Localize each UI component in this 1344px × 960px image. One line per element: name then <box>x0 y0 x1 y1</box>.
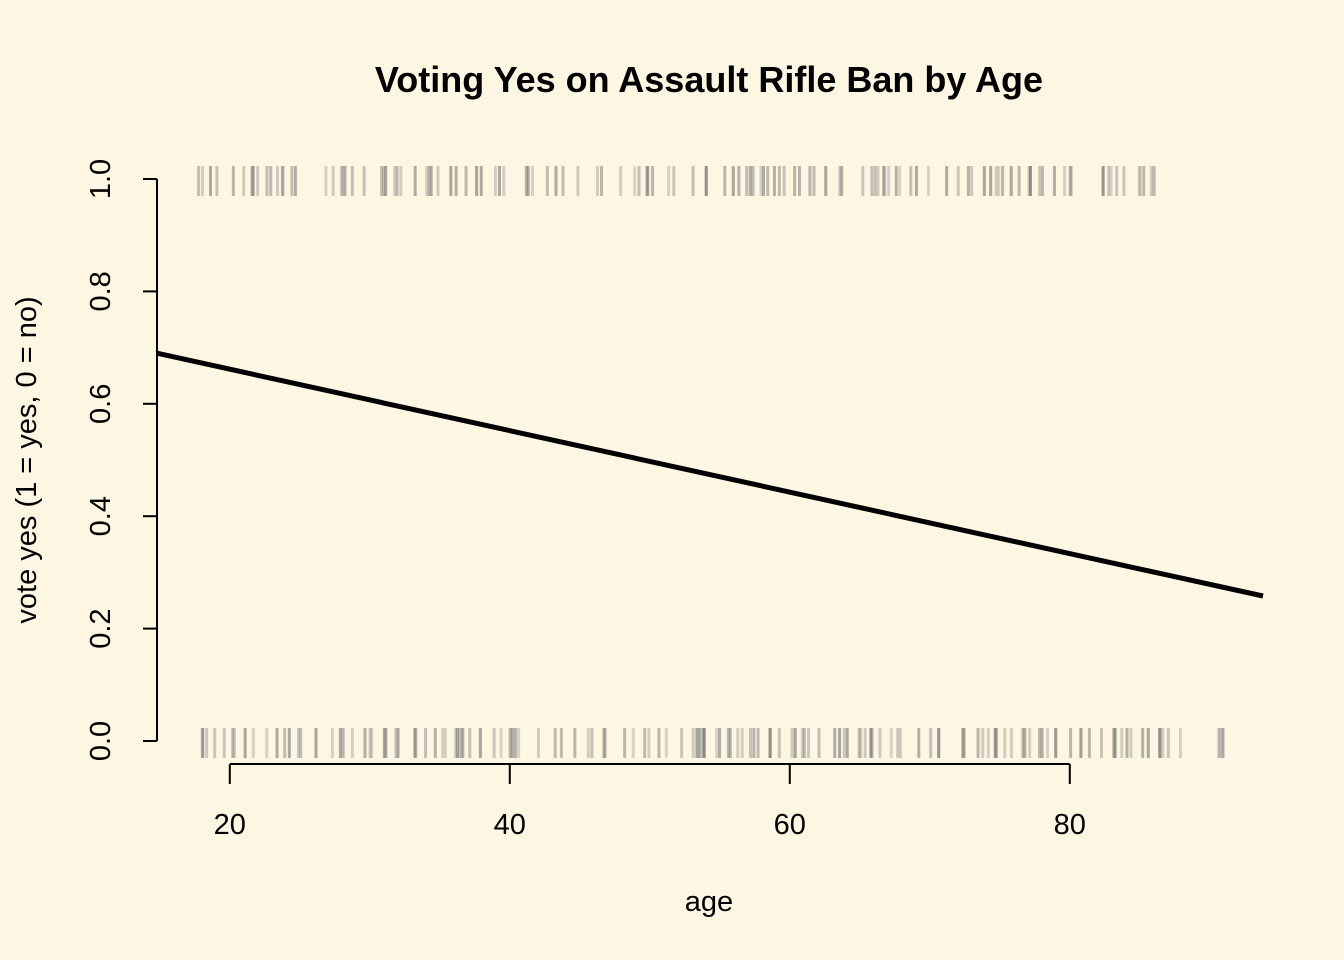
y-tick-label: 0.4 <box>85 496 117 536</box>
x-tick-label: 60 <box>774 809 806 841</box>
fitted-line <box>156 350 1264 599</box>
rug-yes <box>197 166 1156 196</box>
series-lines <box>156 350 1264 599</box>
y-tick-label: 0.8 <box>85 271 117 311</box>
x-tick-label: 20 <box>214 809 246 841</box>
y-axis-ticks: 0.0 0.2 0.4 0.6 0.8 1.0 <box>85 159 157 761</box>
y-tick-label: 0.2 <box>85 608 117 648</box>
chart-title: Voting Yes on Assault Rifle Ban by Age <box>375 59 1043 100</box>
x-tick-label: 40 <box>494 809 526 841</box>
y-tick-label: 0.0 <box>85 721 117 761</box>
x-axis-ticks: 20 40 60 80 <box>214 764 1086 841</box>
rug-no <box>200 728 1225 758</box>
y-tick-label: 1.0 <box>85 159 117 199</box>
y-tick-label: 0.6 <box>85 384 117 424</box>
y-axis-label: vote yes (1 = yes, 0 = no) <box>11 296 43 623</box>
x-tick-label: 80 <box>1054 809 1086 841</box>
x-axis-label: age <box>685 886 733 918</box>
